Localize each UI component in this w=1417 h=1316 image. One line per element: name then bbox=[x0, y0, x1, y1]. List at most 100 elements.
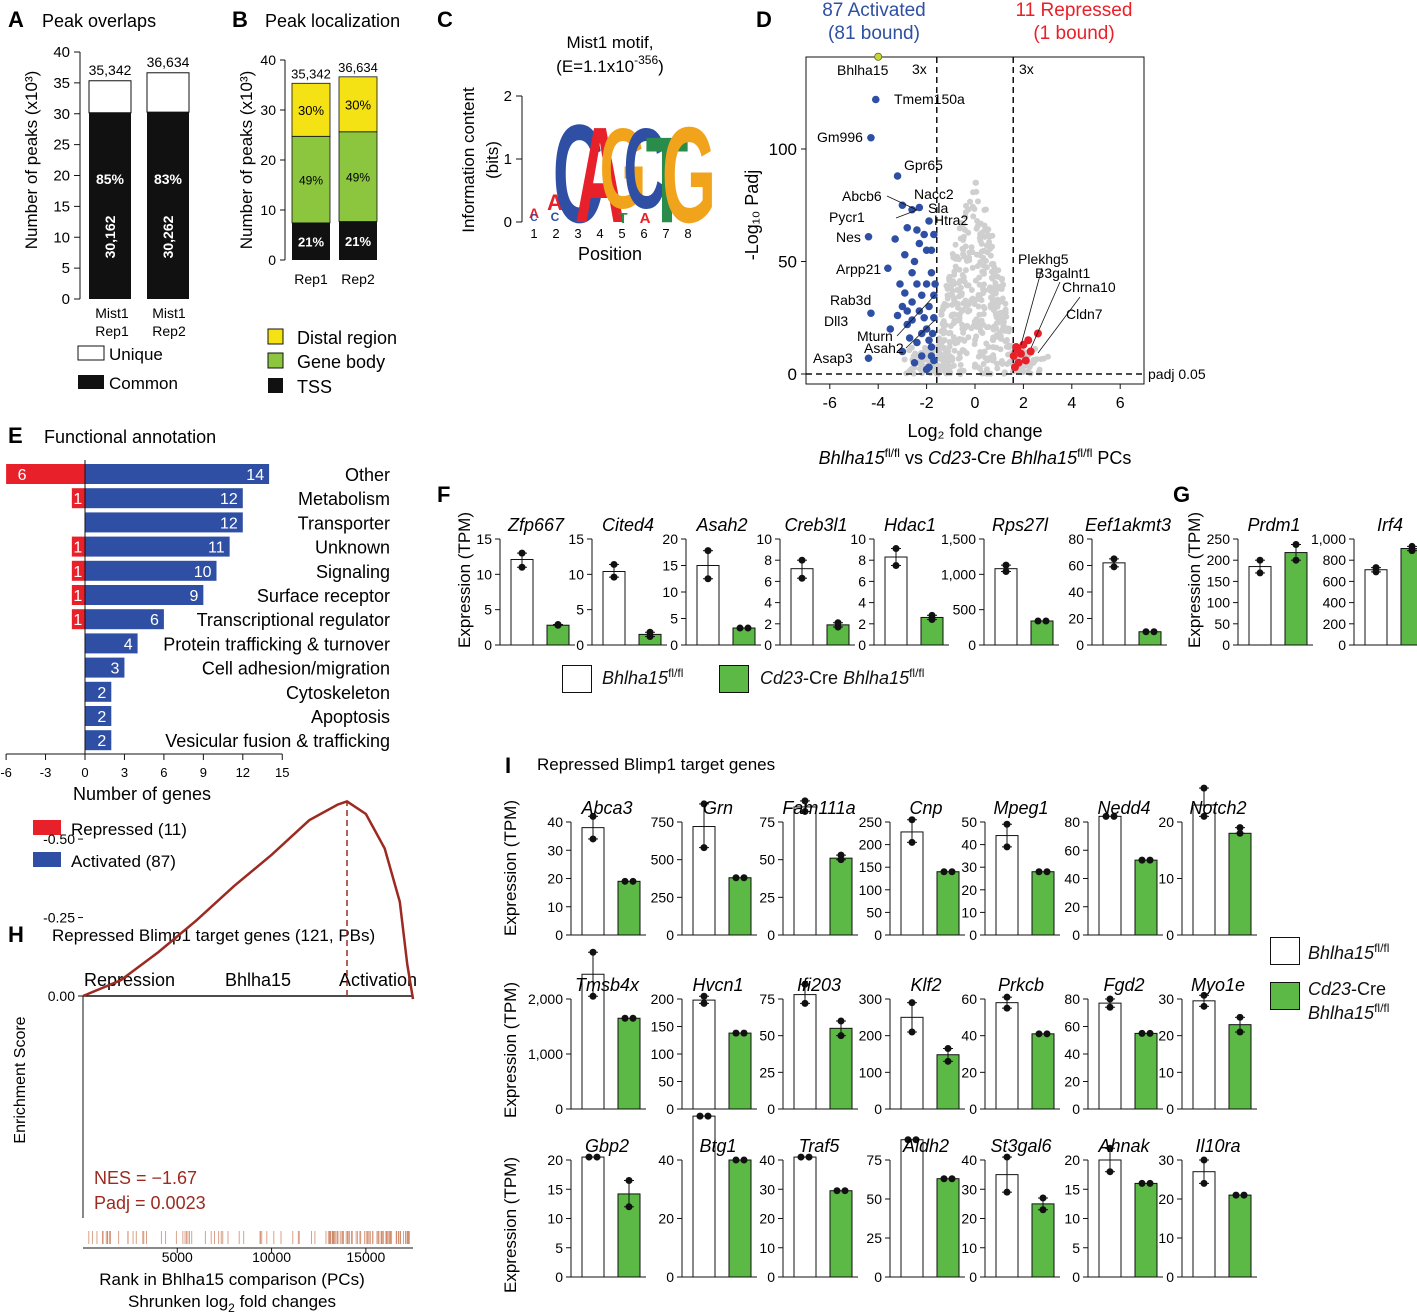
panel-a-bar1-label2: Rep1 bbox=[95, 323, 129, 339]
ctrl-data-point bbox=[1110, 812, 1118, 820]
y-tick-label: 10 bbox=[1158, 1064, 1174, 1080]
ko-data-point bbox=[1034, 617, 1042, 625]
gene-chart: 0 10 20 30 40 St3gal6 bbox=[961, 1136, 1060, 1285]
y-tick-label: 1,000 bbox=[528, 1046, 563, 1062]
repressed-count: 11 Repressed bbox=[1016, 0, 1133, 21]
y-tick-label: 0 bbox=[1166, 927, 1174, 943]
gene-chart: 0 25 50 75 Fam111a bbox=[759, 797, 858, 943]
legend-i-ko-label1: Cd23-Cre bbox=[1308, 979, 1387, 999]
ko-data-point bbox=[736, 624, 744, 632]
ko-data-point bbox=[1408, 547, 1416, 555]
ns-gene-point bbox=[951, 268, 958, 275]
y-tick-label: 0 bbox=[969, 927, 977, 943]
activated-bar bbox=[85, 585, 204, 605]
activated-bar bbox=[85, 706, 112, 726]
ns-gene-point bbox=[960, 221, 967, 228]
y-tick-label: 0 bbox=[968, 637, 976, 653]
y-tick-label: 0 bbox=[1072, 927, 1080, 943]
gene-chart: 0 5 10 15 Cited4 bbox=[568, 515, 667, 653]
y-tick-label: 30 bbox=[547, 842, 563, 858]
y-tick-label: 0 bbox=[576, 637, 584, 653]
bar-tss bbox=[292, 222, 330, 260]
activated-bar-value: 4 bbox=[124, 636, 133, 653]
motif-position-label: 8 bbox=[684, 226, 691, 241]
category-label: Cell adhesion/migration bbox=[202, 659, 390, 679]
legend-tss-swatch bbox=[268, 378, 283, 393]
ko-data-point bbox=[629, 1014, 637, 1022]
ctrl-data-point bbox=[908, 838, 916, 846]
y-tick-label: 20 bbox=[547, 871, 563, 887]
ctrl-data-point bbox=[1372, 568, 1380, 576]
activated-gene-point bbox=[901, 250, 909, 259]
ctrl-data-point bbox=[1256, 556, 1264, 564]
ctrl-data-point bbox=[589, 992, 597, 1000]
fold-label-left: 3x bbox=[912, 61, 927, 77]
gene-label: Sla bbox=[928, 200, 948, 216]
panel-a-axis: 0 5 10 15 20 25 30 35 40 bbox=[53, 44, 81, 308]
panel-label-i: I bbox=[505, 753, 511, 778]
gene-label: Bhlha15 bbox=[837, 62, 889, 78]
y-tick-label: 10 bbox=[961, 904, 977, 920]
legend-i-ctrl-label: Bhlha15fl/fl bbox=[1308, 941, 1390, 963]
ns-gene-point bbox=[946, 343, 953, 350]
ns-gene-point bbox=[968, 296, 975, 303]
y-tick-label: 30 bbox=[961, 859, 977, 875]
x-tick-label: 6 bbox=[160, 765, 167, 780]
ns-gene-point bbox=[980, 290, 987, 297]
activated-gene-point bbox=[898, 347, 907, 356]
y-tick-label: 100 bbox=[859, 882, 883, 898]
motif-ytick-label: 0 bbox=[504, 214, 512, 231]
activated-gene-point bbox=[898, 302, 907, 311]
ctrl-data-point bbox=[908, 1028, 916, 1036]
ns-gene-point bbox=[995, 267, 1002, 274]
panel-i-title: Repressed Blimp1 target genes bbox=[537, 755, 775, 774]
ctrl-data-point bbox=[700, 992, 708, 1000]
ns-gene-point bbox=[991, 263, 998, 270]
x-tick-label: -6 bbox=[0, 765, 12, 780]
ko-data-point bbox=[625, 1203, 633, 1211]
activated-gene-point bbox=[917, 329, 926, 338]
ctrl-data-point bbox=[1003, 1004, 1011, 1012]
y-tick-label: 0 bbox=[666, 1269, 674, 1285]
ko-data-point bbox=[1042, 617, 1050, 625]
panel-c: C Mist1 motif, (E=1.1x10-356) Informatio… bbox=[437, 7, 716, 264]
ctrl-bar bbox=[1364, 569, 1388, 646]
activated-gene-point bbox=[913, 226, 921, 234]
panel-b-ylabel: Number of peaks (x10³) bbox=[237, 71, 256, 250]
y-tick-label: 20 bbox=[53, 168, 70, 185]
gene-name: Aldh2 bbox=[902, 1136, 949, 1156]
ns-gene-point bbox=[954, 301, 961, 308]
x-tick-label: 4 bbox=[1067, 395, 1076, 412]
ns-gene-point bbox=[1036, 366, 1043, 373]
activated-gene-point bbox=[896, 280, 904, 288]
motif-letter-c2: C bbox=[623, 107, 666, 233]
ko-data-point bbox=[833, 1187, 841, 1195]
gene-chart: 0 200 400 600 800 1,000 Irf4 bbox=[1311, 515, 1417, 653]
gene-label: Gm996 bbox=[817, 129, 863, 145]
y-tick-label: 30 bbox=[1158, 991, 1174, 1007]
activated-gene-point bbox=[927, 352, 936, 360]
ctrl-data-point bbox=[1106, 1003, 1114, 1011]
ctrl-bar bbox=[581, 1156, 605, 1278]
y-tick-label: 0 bbox=[874, 1269, 882, 1285]
x-tick-label: 6 bbox=[1116, 395, 1125, 412]
gsea-gene-label: Bhlha15 bbox=[225, 970, 291, 990]
ns-gene-point bbox=[977, 349, 984, 356]
panel-b-bar1-label: Rep1 bbox=[294, 271, 328, 287]
gene-name: Prdm1 bbox=[1247, 515, 1300, 535]
ko-data-point bbox=[740, 1156, 748, 1164]
ctrl-data-point bbox=[1256, 569, 1264, 577]
ctrl-data-point bbox=[589, 948, 597, 956]
ctrl-data-point bbox=[1200, 1002, 1208, 1010]
y-tick-label: 25 bbox=[759, 1064, 775, 1080]
ctrl-data-point bbox=[805, 1153, 813, 1161]
ko-data-point bbox=[1236, 1028, 1244, 1036]
ko-bar bbox=[936, 871, 960, 936]
gene-chart: 0 2 4 6 8 10 Hdac1 bbox=[850, 515, 949, 653]
ns-gene-point bbox=[940, 337, 947, 344]
ns-gene-point bbox=[980, 247, 987, 254]
ns-gene-point bbox=[1030, 360, 1037, 367]
ns-gene-point bbox=[962, 213, 969, 220]
ctrl-data-point bbox=[801, 980, 809, 988]
ko-data-point bbox=[837, 1017, 845, 1025]
